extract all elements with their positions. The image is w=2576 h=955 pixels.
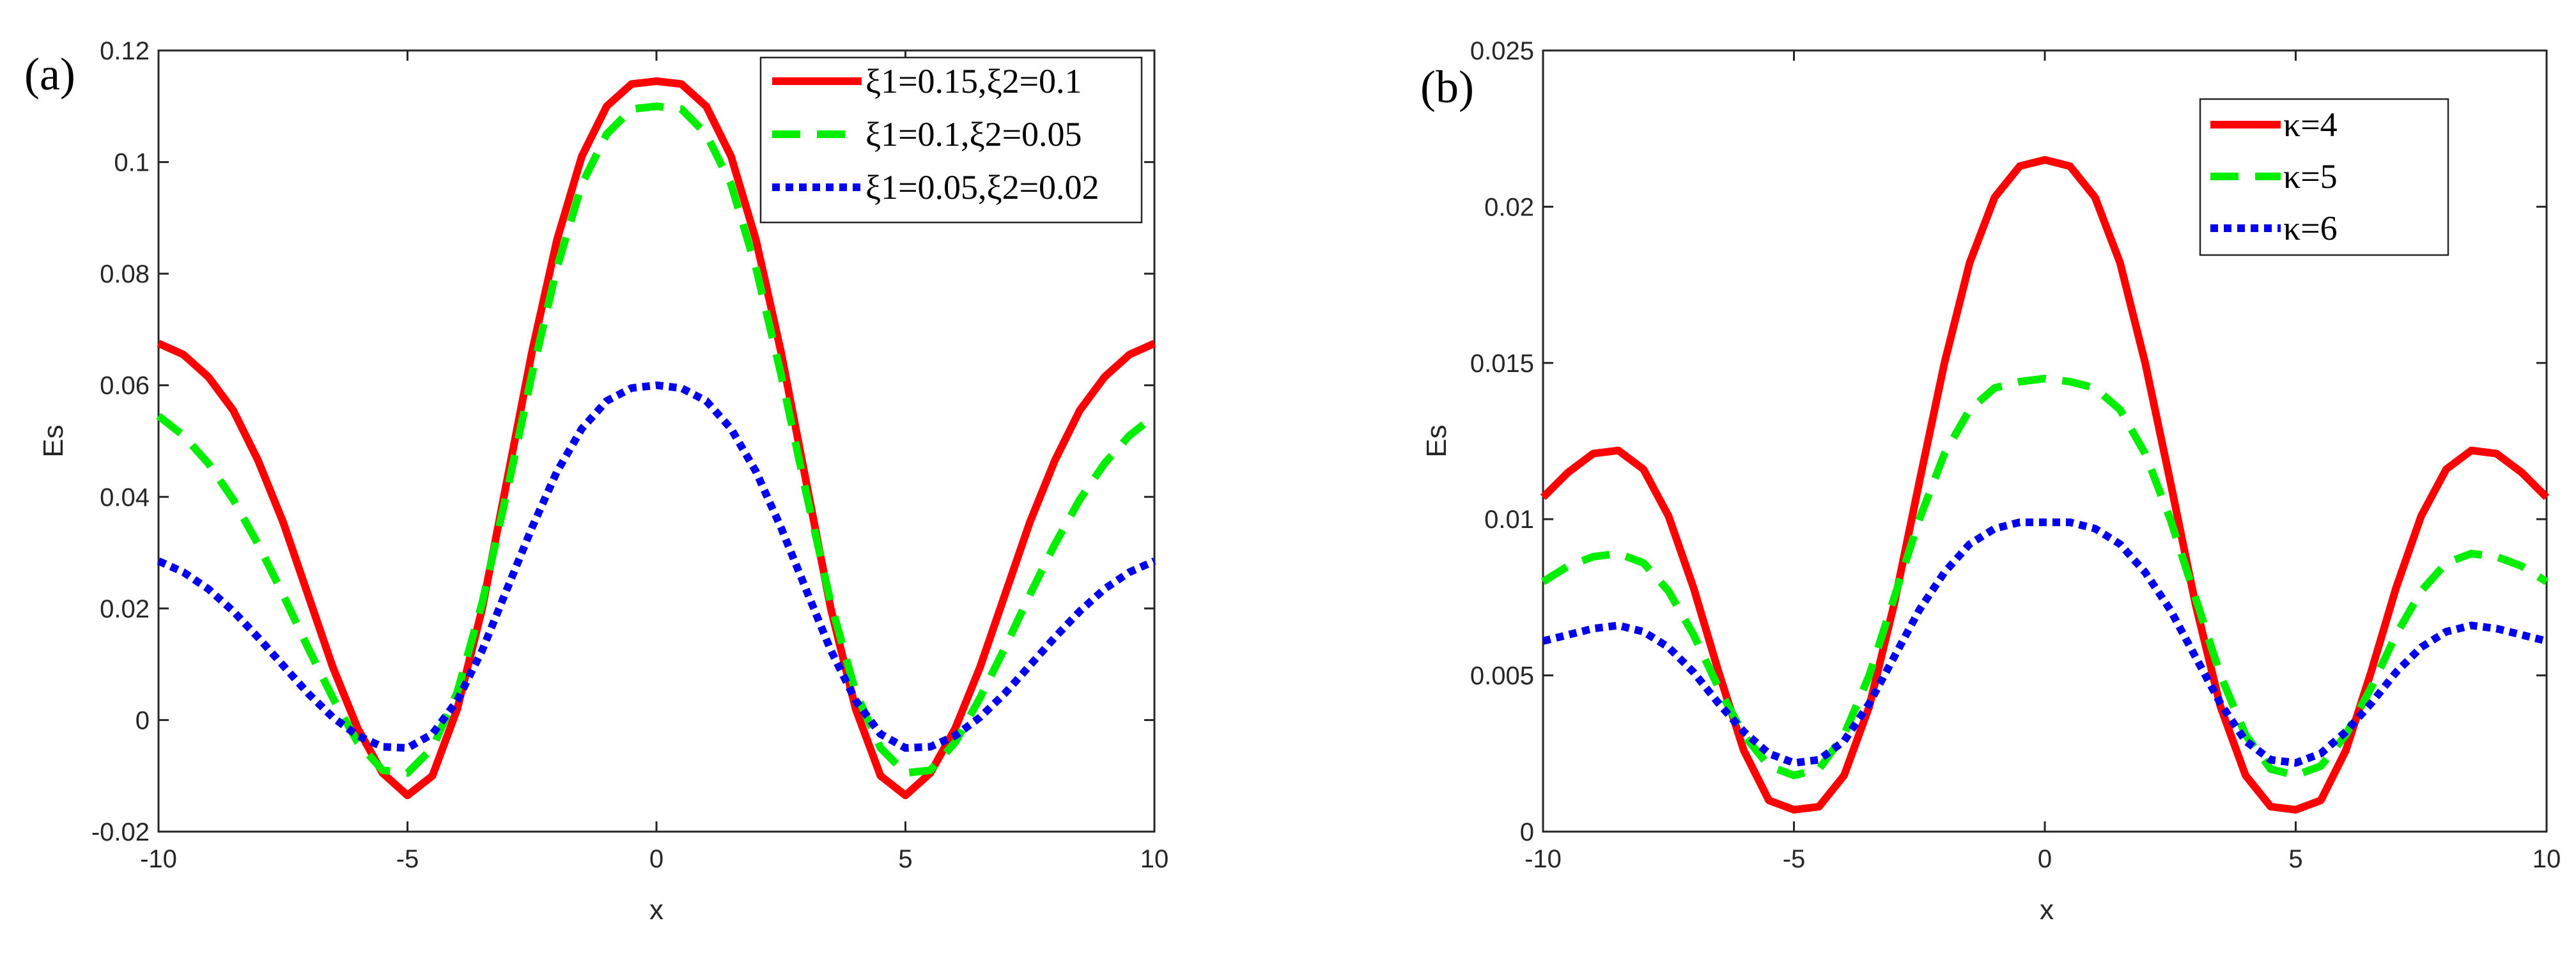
- y-tick-label-b-0: 0: [1520, 818, 1534, 846]
- y-tick-label-a-5: 0.08: [100, 260, 150, 288]
- x-tick-label-a-1: -5: [396, 845, 419, 873]
- legend-label-b-2: κ=6: [2283, 209, 2338, 247]
- panel-label-b: (b): [1420, 61, 1474, 113]
- x-tick-label-a-3: 5: [898, 845, 912, 873]
- panel-b: (b) 0 0.005 0.01 0.015 0.02 0.025 -10 -5 0 5 10 x…: [1420, 37, 2561, 926]
- x-axis-label-a: x: [649, 894, 663, 926]
- legend-b: κ=4 κ=5 κ=6: [2199, 98, 2449, 256]
- legend-label-a-0: ξ1=0.15,ξ2=0.1: [865, 62, 1082, 100]
- x-axis-label-b: x: [2040, 894, 2054, 926]
- y-tick-label-a-4: 0.06: [100, 372, 150, 400]
- x-tick-label-b-2: 0: [2038, 845, 2052, 873]
- legend-label-a-1: ξ1=0.1,ξ2=0.05: [865, 115, 1082, 153]
- y-tick-label-a-7: 0.12: [100, 37, 150, 65]
- y-tick-label-b-4: 0.02: [1484, 193, 1534, 221]
- x-tick-label-a-0: -10: [140, 845, 177, 873]
- series-line-a-2: [157, 381, 1156, 752]
- x-tick-label-a-2: 0: [649, 845, 663, 873]
- y-tick-label-a-1: 0: [136, 706, 150, 734]
- series-line-b-0: [1540, 156, 2550, 814]
- series-line-a-1: [156, 102, 1157, 777]
- legend-label-a-2: ξ1=0.05,ξ2=0.02: [865, 168, 1099, 206]
- y-tick-label-a-3: 0.04: [100, 483, 150, 511]
- series-line-b-2: [1542, 518, 2548, 767]
- y-tick-label-b-1: 0.005: [1470, 662, 1534, 690]
- x-tick-label-b-0: -10: [1525, 845, 1562, 873]
- x-tick-group-a: -10 -5 0 5 10: [140, 50, 1168, 873]
- y-tick-label-b-2: 0.01: [1484, 506, 1534, 534]
- y-axis-label-b: Es: [1421, 424, 1452, 457]
- series-line-b-1: [1540, 375, 2549, 779]
- y-tick-label-b-3: 0.015: [1470, 350, 1534, 378]
- y-tick-label-a-0: -0.02: [91, 818, 150, 846]
- legend-label-b-0: κ=4: [2283, 105, 2338, 144]
- y-axis-label-a: Es: [38, 424, 69, 457]
- panel-a: (a) -0.02 0 0.02 0.04 0.06 0.08 0.1 0.12 -10 -5 0…: [24, 37, 1168, 926]
- series-lines-b: [1540, 156, 2550, 814]
- x-tick-label-b-4: 10: [2533, 845, 2561, 873]
- x-tick-label-a-4: 10: [1140, 845, 1169, 873]
- x-tick-group-b: -10 -5 0 5 10: [1525, 50, 2561, 873]
- x-tick-label-b-1: -5: [1783, 845, 1806, 873]
- y-tick-label-a-6: 0.1: [114, 149, 150, 177]
- y-tick-label-b-5: 0.025: [1470, 37, 1534, 65]
- series-line-a-0: [157, 77, 1156, 800]
- y-tick-group-a: -0.02 0 0.02 0.04 0.06 0.08 0.1 0.12: [91, 37, 1154, 846]
- panel-label-a: (a): [24, 49, 75, 100]
- y-tick-group-b: 0 0.005 0.01 0.015 0.02 0.025: [1470, 37, 2547, 846]
- legend-a: ξ1=0.15,ξ2=0.1 ξ1=0.1,ξ2=0.05 ξ1=0.05,ξ2…: [759, 56, 1143, 224]
- y-tick-label-a-2: 0.02: [100, 595, 150, 623]
- legend-label-b-1: κ=5: [2283, 157, 2338, 196]
- series-lines-a: [156, 77, 1157, 800]
- x-tick-label-b-3: 5: [2288, 845, 2302, 873]
